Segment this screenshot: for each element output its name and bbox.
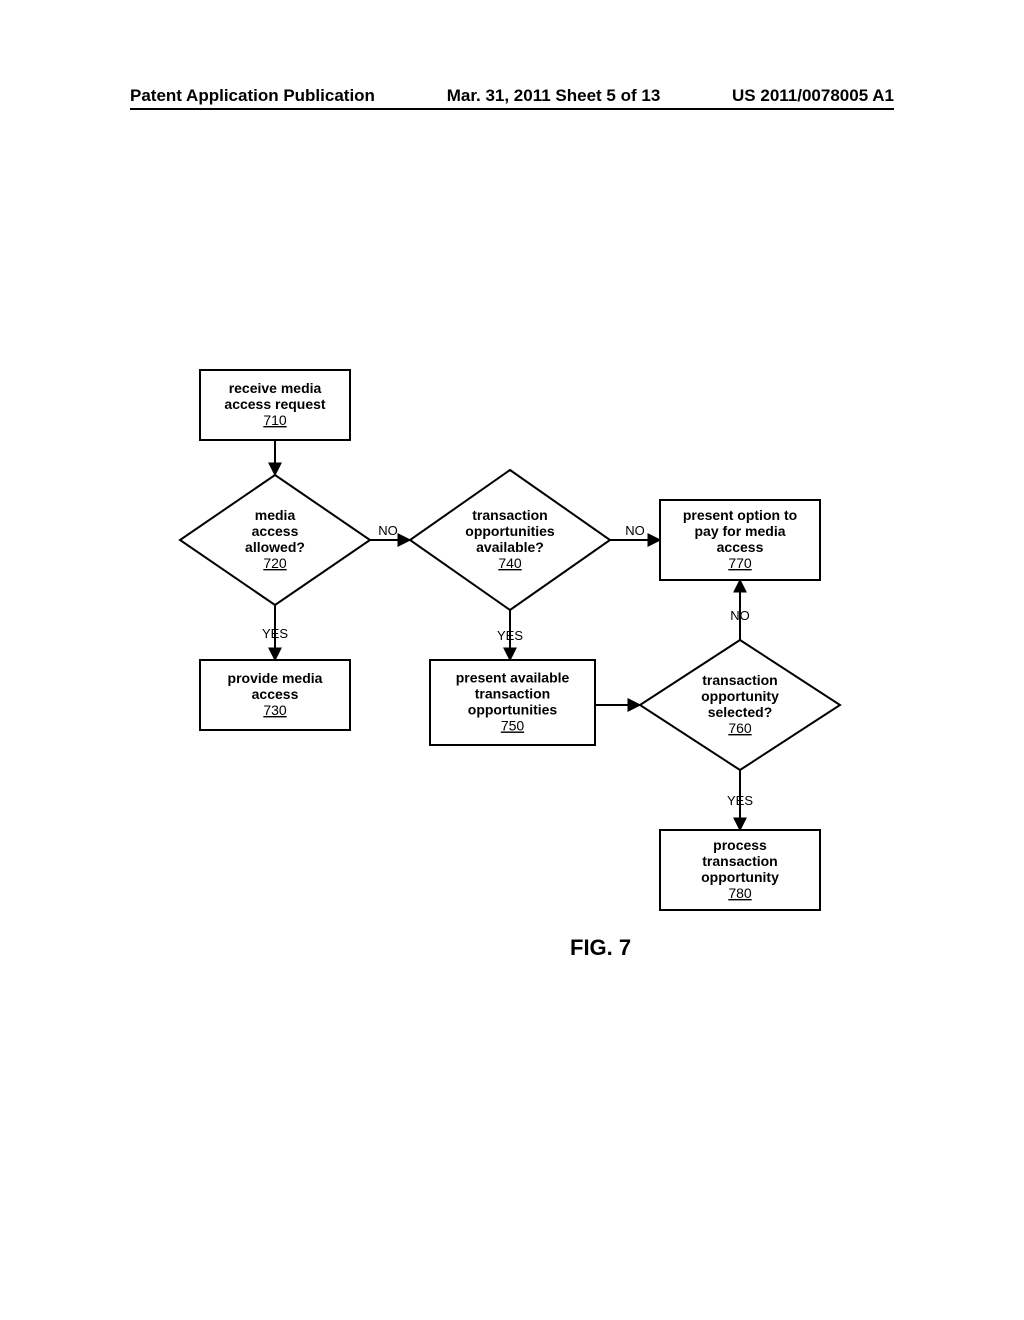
node-770-line-1: pay for media xyxy=(694,523,785,539)
node-760-line-0: transaction xyxy=(702,672,777,688)
flowchart-svg: YES NO YES NO NO YES receive mediaaccess reque… xyxy=(140,370,900,970)
node-730-line-0: provide media xyxy=(228,670,323,686)
node-780-ref: 780 xyxy=(728,885,752,901)
node-750-line-1: transaction xyxy=(475,686,550,702)
edge-label-740-770: NO xyxy=(625,523,645,538)
edge-label-720-740: NO xyxy=(378,523,398,538)
header-right: US 2011/0078005 A1 xyxy=(732,86,894,106)
header-left: Patent Application Publication xyxy=(130,86,375,106)
node-710: receive mediaaccess request710 xyxy=(200,370,350,440)
node-780-line-2: opportunity xyxy=(701,869,779,885)
node-710-line-1: access request xyxy=(224,396,326,412)
edge-label-760-780: YES xyxy=(727,793,753,808)
node-740-line-1: opportunities xyxy=(465,523,555,539)
node-750-line-2: opportunities xyxy=(468,702,558,718)
edge-label-760-770: NO xyxy=(730,608,750,623)
figure-label: FIG. 7 xyxy=(570,935,631,961)
node-710-ref: 710 xyxy=(263,412,287,428)
edge-label-720-730: YES xyxy=(262,626,288,641)
flowchart-fig7: YES NO YES NO NO YES receive mediaaccess reque… xyxy=(140,370,900,970)
node-740-line-2: available? xyxy=(476,539,544,555)
node-720: mediaaccessallowed?720 xyxy=(180,475,370,605)
node-780-line-0: process xyxy=(713,837,767,853)
node-740: transactionopportunitiesavailable?740 xyxy=(410,470,610,610)
node-730-ref: 730 xyxy=(263,702,287,718)
node-760-line-2: selected? xyxy=(708,704,773,720)
header-mid: Mar. 31, 2011 Sheet 5 of 13 xyxy=(447,86,661,106)
node-710-line-0: receive media xyxy=(229,380,322,396)
node-770: present option topay for mediaaccess770 xyxy=(660,500,820,580)
node-760: transactionopportunityselected?760 xyxy=(640,640,840,770)
page-header: Patent Application Publication Mar. 31, … xyxy=(130,86,894,110)
node-720-line-0: media xyxy=(255,507,296,523)
node-760-ref: 760 xyxy=(728,720,752,736)
node-770-line-2: access xyxy=(717,539,764,555)
node-750: present availabletransactionopportunitie… xyxy=(430,660,595,745)
node-720-line-2: allowed? xyxy=(245,539,305,555)
node-740-line-0: transaction xyxy=(472,507,547,523)
node-760-line-1: opportunity xyxy=(701,688,779,704)
node-750-line-0: present available xyxy=(456,670,570,686)
node-740-ref: 740 xyxy=(498,555,522,571)
node-730: provide mediaaccess730 xyxy=(200,660,350,730)
node-720-ref: 720 xyxy=(263,555,287,571)
node-720-line-1: access xyxy=(252,523,299,539)
node-770-line-0: present option to xyxy=(683,507,797,523)
edge-label-740-750: YES xyxy=(497,628,523,643)
node-780: processtransactionopportunity780 xyxy=(660,830,820,910)
node-730-line-1: access xyxy=(252,686,299,702)
node-770-ref: 770 xyxy=(728,555,752,571)
node-750-ref: 750 xyxy=(501,718,525,734)
node-780-line-1: transaction xyxy=(702,853,777,869)
